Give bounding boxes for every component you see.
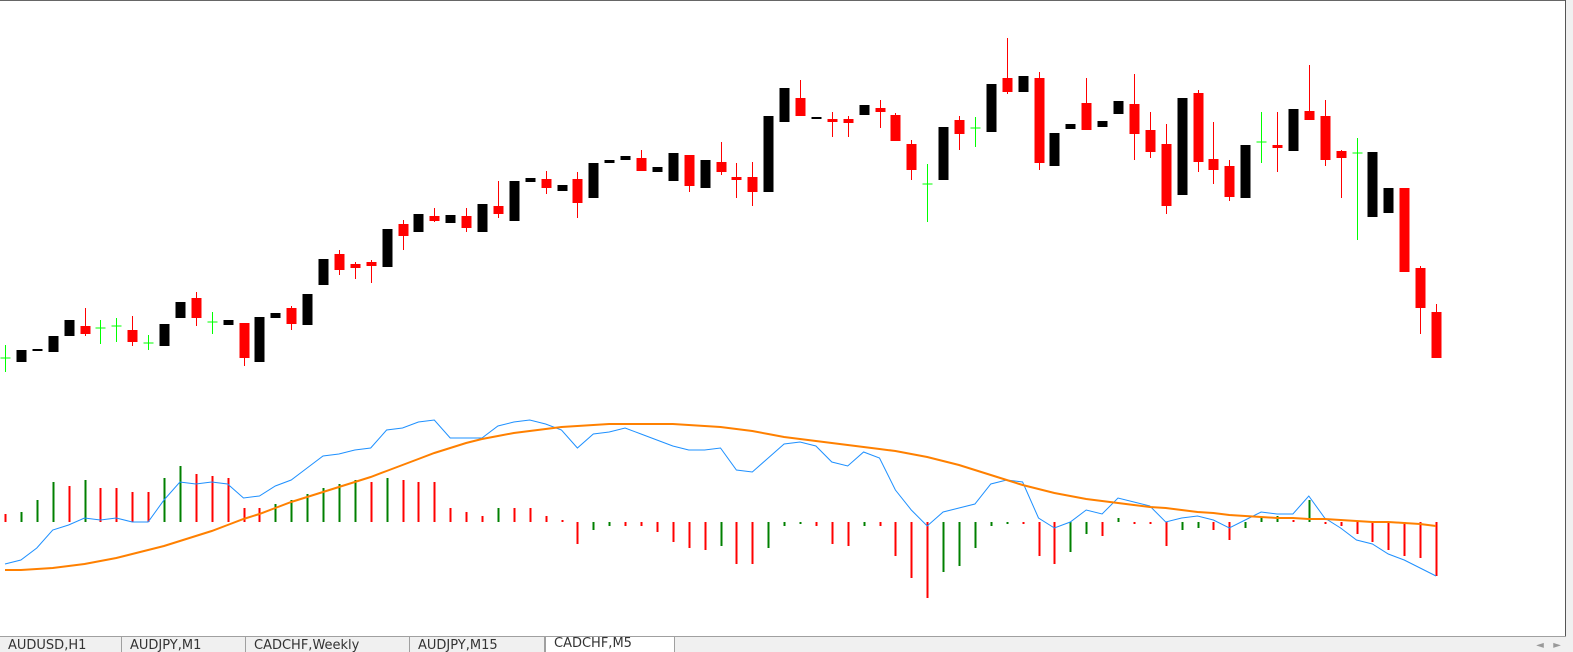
candle-body xyxy=(747,177,758,192)
chart xyxy=(0,0,1566,636)
candle-body xyxy=(572,179,583,203)
candle-body xyxy=(1034,78,1045,163)
candle-body xyxy=(811,117,822,119)
candle-body xyxy=(1002,78,1013,92)
candle-body xyxy=(445,215,456,223)
candle-body xyxy=(1367,152,1378,217)
candle-body xyxy=(827,119,838,122)
candle-body xyxy=(541,179,552,188)
candle-body xyxy=(716,162,727,172)
candle-body xyxy=(1383,188,1394,213)
candle-body xyxy=(1336,151,1347,158)
candle-body xyxy=(1097,121,1108,127)
chart-tab[interactable]: AUDUSD,H1 xyxy=(0,637,122,652)
candle-body xyxy=(668,153,679,181)
candle-body xyxy=(636,158,647,171)
tab-scroll[interactable]: ◄ ► xyxy=(1536,640,1561,651)
candle-body xyxy=(652,167,663,172)
candle-body xyxy=(1240,145,1251,198)
candle-body xyxy=(1208,159,1219,170)
candle-body xyxy=(1161,144,1172,206)
candle-body xyxy=(890,115,901,141)
candle-body xyxy=(684,155,695,186)
chart-tab[interactable]: AUDJPY,M15 xyxy=(410,637,545,652)
candle-body xyxy=(302,294,313,325)
candle-body xyxy=(318,259,329,285)
candle-body xyxy=(254,317,265,362)
candle-body xyxy=(906,144,917,170)
candle-body xyxy=(509,181,520,221)
candle-body xyxy=(477,204,488,232)
candle-body xyxy=(429,216,440,221)
candle-body xyxy=(938,127,949,180)
candle-body xyxy=(1224,166,1235,197)
candle-body xyxy=(1415,268,1426,308)
candle-body xyxy=(557,185,568,191)
candle-body xyxy=(493,206,504,214)
candle-body xyxy=(1049,133,1060,166)
candle-body xyxy=(1145,130,1156,152)
candle-body xyxy=(16,350,27,362)
candle-body xyxy=(413,214,424,232)
candle-body xyxy=(1399,188,1410,272)
candle-body xyxy=(461,216,472,228)
candle-body xyxy=(80,326,91,334)
candle-body xyxy=(1431,312,1442,358)
candle-body xyxy=(1018,76,1029,92)
candle-body xyxy=(875,108,886,112)
candle-body xyxy=(859,105,870,115)
candle-body xyxy=(223,320,234,325)
candle-body xyxy=(239,323,250,358)
candle-body xyxy=(350,264,361,268)
candle-body xyxy=(986,84,997,132)
candle-body xyxy=(1320,116,1331,160)
candle-body xyxy=(1177,98,1188,195)
candle-body xyxy=(175,302,186,318)
candle-body xyxy=(1193,93,1204,162)
candle-body xyxy=(1304,111,1315,120)
tab-bar: AUDUSD,H1 AUDJPY,M1 CADCHF,Weekly AUDJPY… xyxy=(0,636,1566,652)
candle-body xyxy=(763,116,774,192)
candle-body xyxy=(32,349,43,351)
candle-body xyxy=(159,324,170,346)
candle-body xyxy=(795,98,806,116)
chart-tab[interactable]: AUDJPY,M1 xyxy=(122,637,246,652)
candle-body xyxy=(366,262,377,266)
candle-body xyxy=(127,330,138,342)
candle-body xyxy=(779,88,790,122)
candle-body xyxy=(270,313,281,318)
candle-body xyxy=(1081,103,1092,130)
candle-body xyxy=(191,298,202,318)
candle-body xyxy=(1288,109,1299,151)
candle-body xyxy=(48,336,59,352)
candle-body xyxy=(286,308,297,324)
candle-body xyxy=(620,156,631,160)
candle-body xyxy=(1065,124,1076,129)
candle-body xyxy=(604,160,615,163)
candle-body xyxy=(525,178,536,182)
candle-body xyxy=(64,320,75,336)
candle-body xyxy=(1113,101,1124,114)
candle-body xyxy=(588,163,599,198)
candle-body xyxy=(1272,145,1283,148)
candle-body xyxy=(334,254,345,270)
indicator-line xyxy=(5,423,1437,571)
candle-body xyxy=(398,224,409,236)
candle-body xyxy=(1129,104,1140,134)
candle-body xyxy=(700,160,711,188)
candle-body xyxy=(954,120,965,134)
indicator-line xyxy=(4,419,1437,577)
candle-body xyxy=(843,119,854,123)
candle-body xyxy=(731,177,742,180)
chart-tab[interactable]: CADCHF,Weekly xyxy=(246,637,410,652)
chart-tab[interactable]: CADCHF,M5 xyxy=(545,637,675,652)
candle-body xyxy=(382,229,393,267)
